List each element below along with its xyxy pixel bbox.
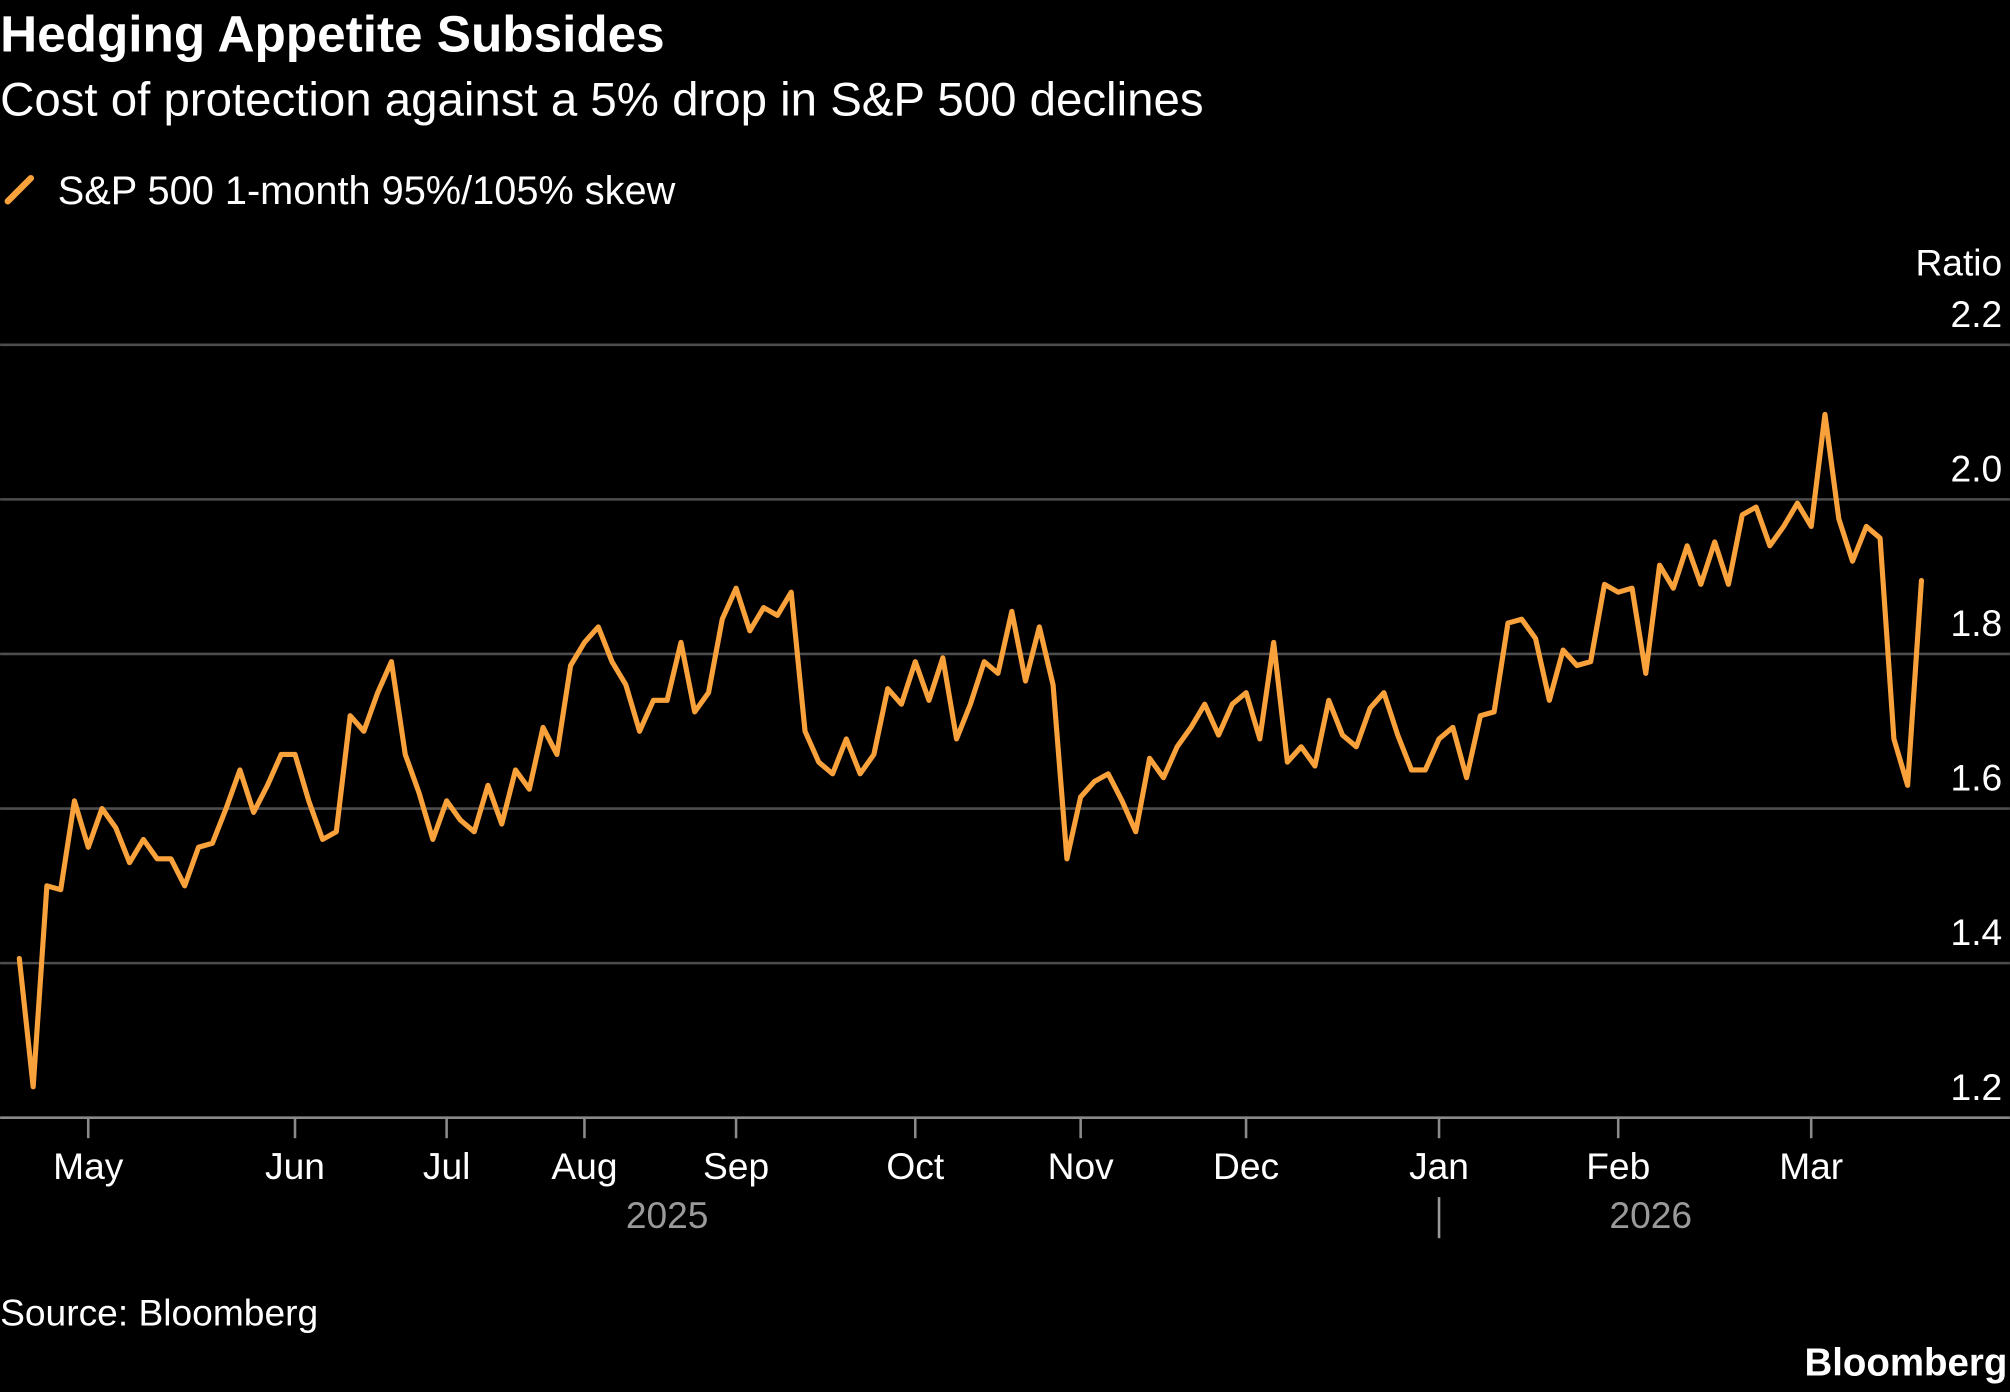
- x-tick-label: Dec: [1213, 1145, 1279, 1187]
- legend-label: S&P 500 1-month 95%/105% skew: [58, 169, 676, 213]
- legend-swatch: [4, 174, 35, 205]
- y-axis-label: Ratio: [1915, 242, 2002, 284]
- x-tick-label: Jun: [265, 1145, 325, 1187]
- x-tick-label: Mar: [1779, 1145, 1843, 1187]
- data-line: [16, 411, 1925, 1090]
- chart-title: Hedging Appetite Subsides: [0, 5, 665, 62]
- source: Source: Bloomberg: [0, 1291, 318, 1333]
- y-tick-label: 1.2: [1951, 1066, 2003, 1108]
- x-tick-label: Sep: [703, 1145, 769, 1187]
- y-tick-label: 1.8: [1951, 602, 2003, 644]
- y-tick-label: 2.2: [1951, 293, 2003, 335]
- x-tick-label: Feb: [1586, 1145, 1650, 1187]
- y-tick-label: 1.6: [1951, 757, 2003, 799]
- year-label: 2026: [1609, 1194, 1692, 1236]
- x-tick-label: Oct: [886, 1145, 944, 1187]
- year-label: 2025: [626, 1194, 709, 1236]
- x-tick-label: Jul: [423, 1145, 471, 1187]
- brand: Bloomberg: [1804, 1341, 2007, 1384]
- x-tick-label: Jan: [1409, 1145, 1469, 1187]
- x-tick-label: May: [53, 1145, 124, 1187]
- chart-subtitle: Cost of protection against a 5% drop in …: [0, 73, 1203, 126]
- y-tick-label: 1.4: [1951, 911, 2003, 953]
- x-tick-label: Aug: [551, 1145, 617, 1187]
- y-tick-label: 2.0: [1951, 447, 2003, 489]
- x-tick-label: Nov: [1048, 1145, 1114, 1187]
